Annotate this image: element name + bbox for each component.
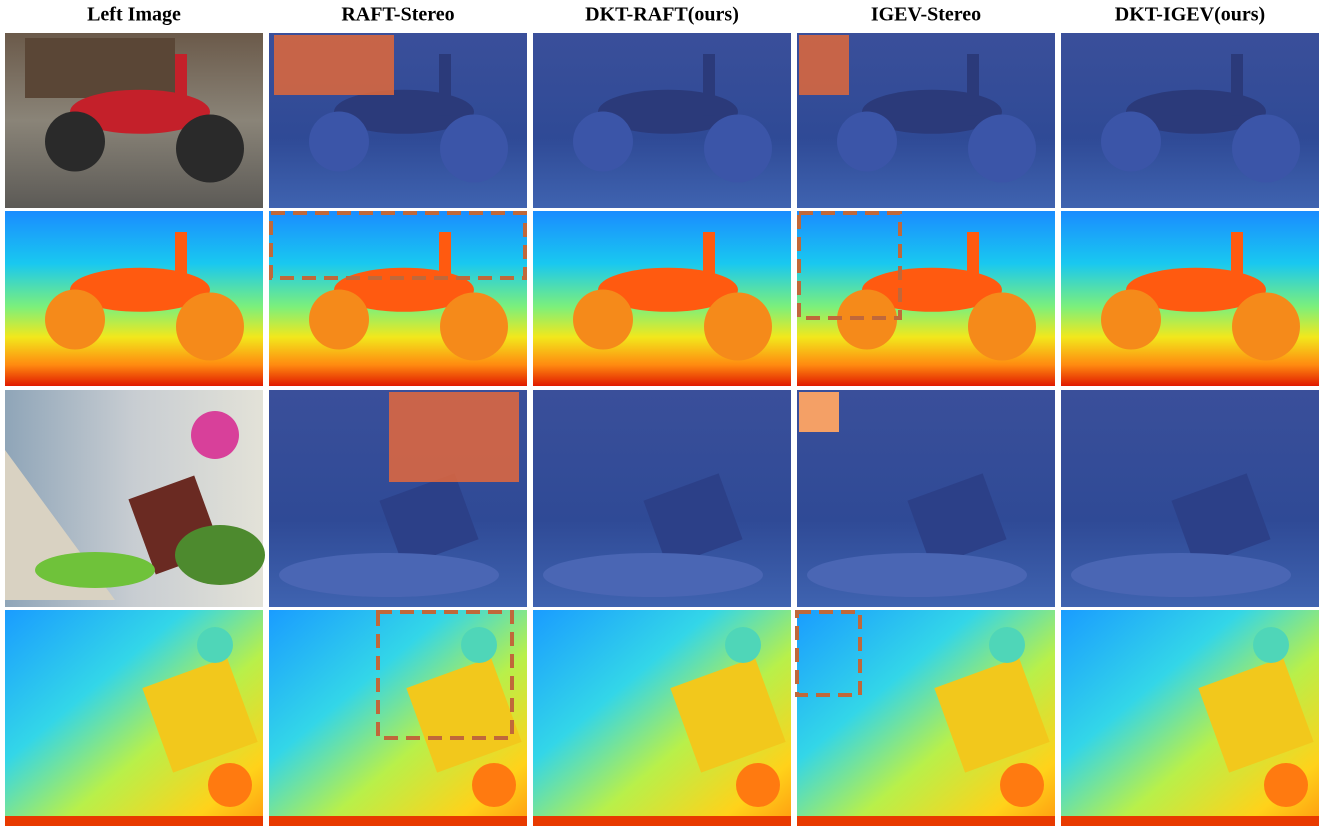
image-cell (1061, 390, 1319, 607)
image-cell (797, 390, 1055, 607)
shape (461, 627, 497, 663)
image-cell (269, 211, 527, 386)
shape (176, 293, 244, 361)
shape (279, 553, 499, 597)
image-cell (1061, 33, 1319, 208)
shape (1101, 290, 1161, 350)
shape (703, 54, 715, 115)
image-cell (269, 390, 527, 607)
shape (837, 112, 897, 172)
image-cell (797, 610, 1055, 826)
column-header: IGEV-Stereo (871, 4, 981, 26)
image-cell (797, 33, 1055, 208)
shape (1231, 232, 1243, 293)
image-cell (533, 610, 791, 826)
shape (736, 763, 780, 807)
shape (440, 115, 508, 183)
shape (797, 816, 1055, 826)
shape (439, 54, 451, 115)
image-cell (5, 211, 263, 386)
shape (968, 293, 1036, 361)
image-cell (269, 610, 527, 826)
shape (274, 35, 394, 95)
image-cell (5, 390, 265, 607)
shape (191, 411, 239, 459)
shape (1000, 763, 1044, 807)
column-headers: Left Image RAFT-Stereo DKT-RAFT(ours) IGEV-… (87, 4, 1265, 26)
image-cell (269, 33, 527, 208)
image-cell (533, 33, 791, 208)
column-header: DKT-IGEV(ours) (1115, 4, 1265, 26)
figure: Left Image RAFT-Stereo DKT-RAFT(ours) IGEV-… (0, 0, 1322, 829)
shape (5, 816, 263, 826)
shape (968, 115, 1036, 183)
shape (309, 290, 369, 350)
shape (1253, 627, 1289, 663)
image-cell (5, 33, 263, 208)
image-cell (797, 211, 1055, 386)
column-header: DKT-RAFT(ours) (585, 4, 739, 26)
shape (543, 553, 763, 597)
shape (1232, 115, 1300, 183)
shape (725, 627, 761, 663)
shape (309, 112, 369, 172)
image-cell (533, 390, 791, 607)
shelf (25, 38, 175, 98)
shape (197, 627, 233, 663)
shape (573, 290, 633, 350)
image-cell (1061, 610, 1319, 826)
column-header: Left Image (87, 4, 181, 26)
shape (176, 115, 244, 183)
shape (439, 232, 451, 293)
shape (1071, 553, 1291, 597)
shape (704, 293, 772, 361)
shape (472, 763, 516, 807)
shape (573, 112, 633, 172)
shape (967, 54, 979, 115)
shape (1101, 112, 1161, 172)
column-header: RAFT-Stereo (341, 4, 454, 26)
shape (799, 35, 849, 95)
shape (269, 816, 527, 826)
shape (175, 232, 187, 293)
shape (703, 232, 715, 293)
shape (807, 553, 1027, 597)
shape (704, 115, 772, 183)
shape (1264, 763, 1308, 807)
image-cell (533, 211, 791, 386)
image-cell (5, 610, 263, 826)
shape (989, 627, 1025, 663)
shape (389, 392, 519, 482)
shape (440, 293, 508, 361)
shape (837, 290, 897, 350)
shape (799, 392, 839, 432)
shape (175, 54, 187, 115)
shape (1232, 293, 1300, 361)
shape (967, 232, 979, 293)
image-grid (5, 33, 1319, 826)
shape (175, 525, 265, 585)
image-cell (1061, 211, 1319, 386)
shape (533, 816, 791, 826)
shape (208, 763, 252, 807)
shape (45, 112, 105, 172)
shape (45, 290, 105, 350)
shape (1231, 54, 1243, 115)
shape (1061, 816, 1319, 826)
shape (35, 552, 155, 588)
